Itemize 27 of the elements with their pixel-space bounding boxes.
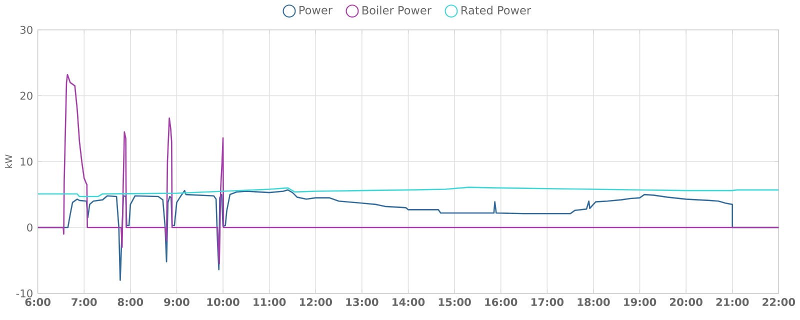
x-tick-label: 14:00: [392, 298, 425, 306]
x-tick-label: 19:00: [624, 298, 656, 306]
x-tick-label: 15:00: [438, 298, 471, 306]
y-tick-label: 20: [20, 92, 32, 100]
y-tick-label: -10: [16, 289, 32, 298]
legend-label: Rated Power: [462, 6, 532, 14]
x-tick-label: 8:00: [118, 298, 144, 306]
y-axis-title: kW: [4, 154, 12, 168]
x-tick-label: 12:00: [300, 298, 332, 306]
x-tick-label: 18:00: [578, 298, 610, 306]
x-tick-label: 11:00: [254, 298, 286, 306]
x-tick-label: 13:00: [346, 298, 378, 306]
y-tick-label: 30: [20, 26, 32, 34]
x-tick-label: 7:00: [72, 298, 97, 306]
x-tick-label: 9:00: [164, 298, 190, 306]
x-tick-label: 10:00: [207, 298, 240, 306]
x-tick-label: 16:00: [485, 298, 518, 306]
x-tick-label: 6:00: [25, 298, 50, 306]
x-tick-label: 21:00: [716, 298, 749, 306]
y-tick-label: 0: [27, 223, 32, 232]
legend-label: Power: [300, 6, 332, 14]
legend-label: Boiler Power: [362, 6, 432, 14]
x-tick-label: 17:00: [531, 298, 564, 306]
y-tick-label: 10: [20, 157, 32, 166]
line-series: [38, 74, 779, 264]
x-tick-label: 20:00: [670, 298, 702, 306]
x-tick-label: 22:00: [762, 298, 796, 306]
